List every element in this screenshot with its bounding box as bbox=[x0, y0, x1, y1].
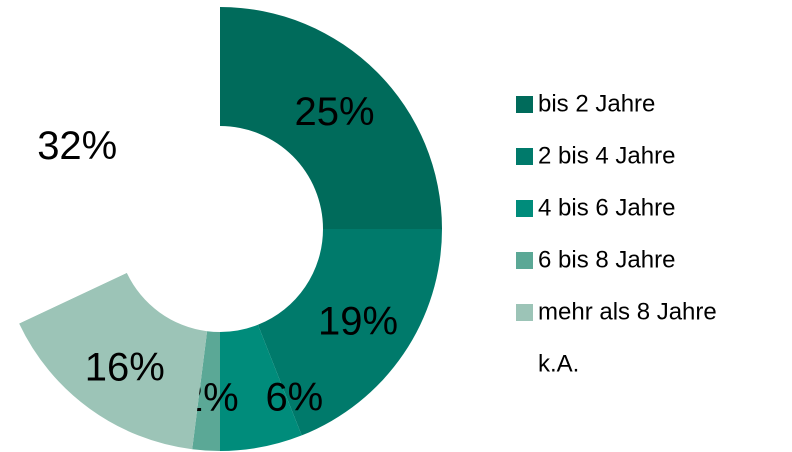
legend-label: 2 bis 4 Jahre bbox=[538, 142, 675, 169]
data-label: 16% bbox=[85, 346, 165, 390]
donut-segment bbox=[257, 229, 442, 436]
donut-segment bbox=[0, 7, 220, 324]
data-label: 19% bbox=[318, 300, 398, 344]
legend-swatch bbox=[516, 252, 533, 269]
donut-segment bbox=[192, 331, 220, 451]
legend-label: k.A. bbox=[538, 350, 579, 377]
legend-swatch bbox=[516, 304, 533, 321]
legend-swatch bbox=[516, 96, 533, 113]
legend-label: mehr als 8 Jahre bbox=[538, 298, 717, 325]
data-label: 6% bbox=[265, 376, 323, 420]
legend-swatch bbox=[516, 148, 533, 165]
data-label: 25% bbox=[295, 90, 375, 134]
legend-swatch bbox=[516, 356, 533, 373]
donut-segment bbox=[220, 7, 442, 229]
legend-label: 6 bis 8 Jahre bbox=[538, 246, 675, 273]
legend-swatch bbox=[516, 200, 533, 217]
donut-segment bbox=[220, 324, 302, 451]
legend-label: bis 2 Jahre bbox=[538, 90, 655, 117]
legend-label: 4 bis 6 Jahre bbox=[538, 194, 675, 221]
data-label: 32% bbox=[37, 124, 117, 168]
donut-segment bbox=[19, 272, 208, 450]
